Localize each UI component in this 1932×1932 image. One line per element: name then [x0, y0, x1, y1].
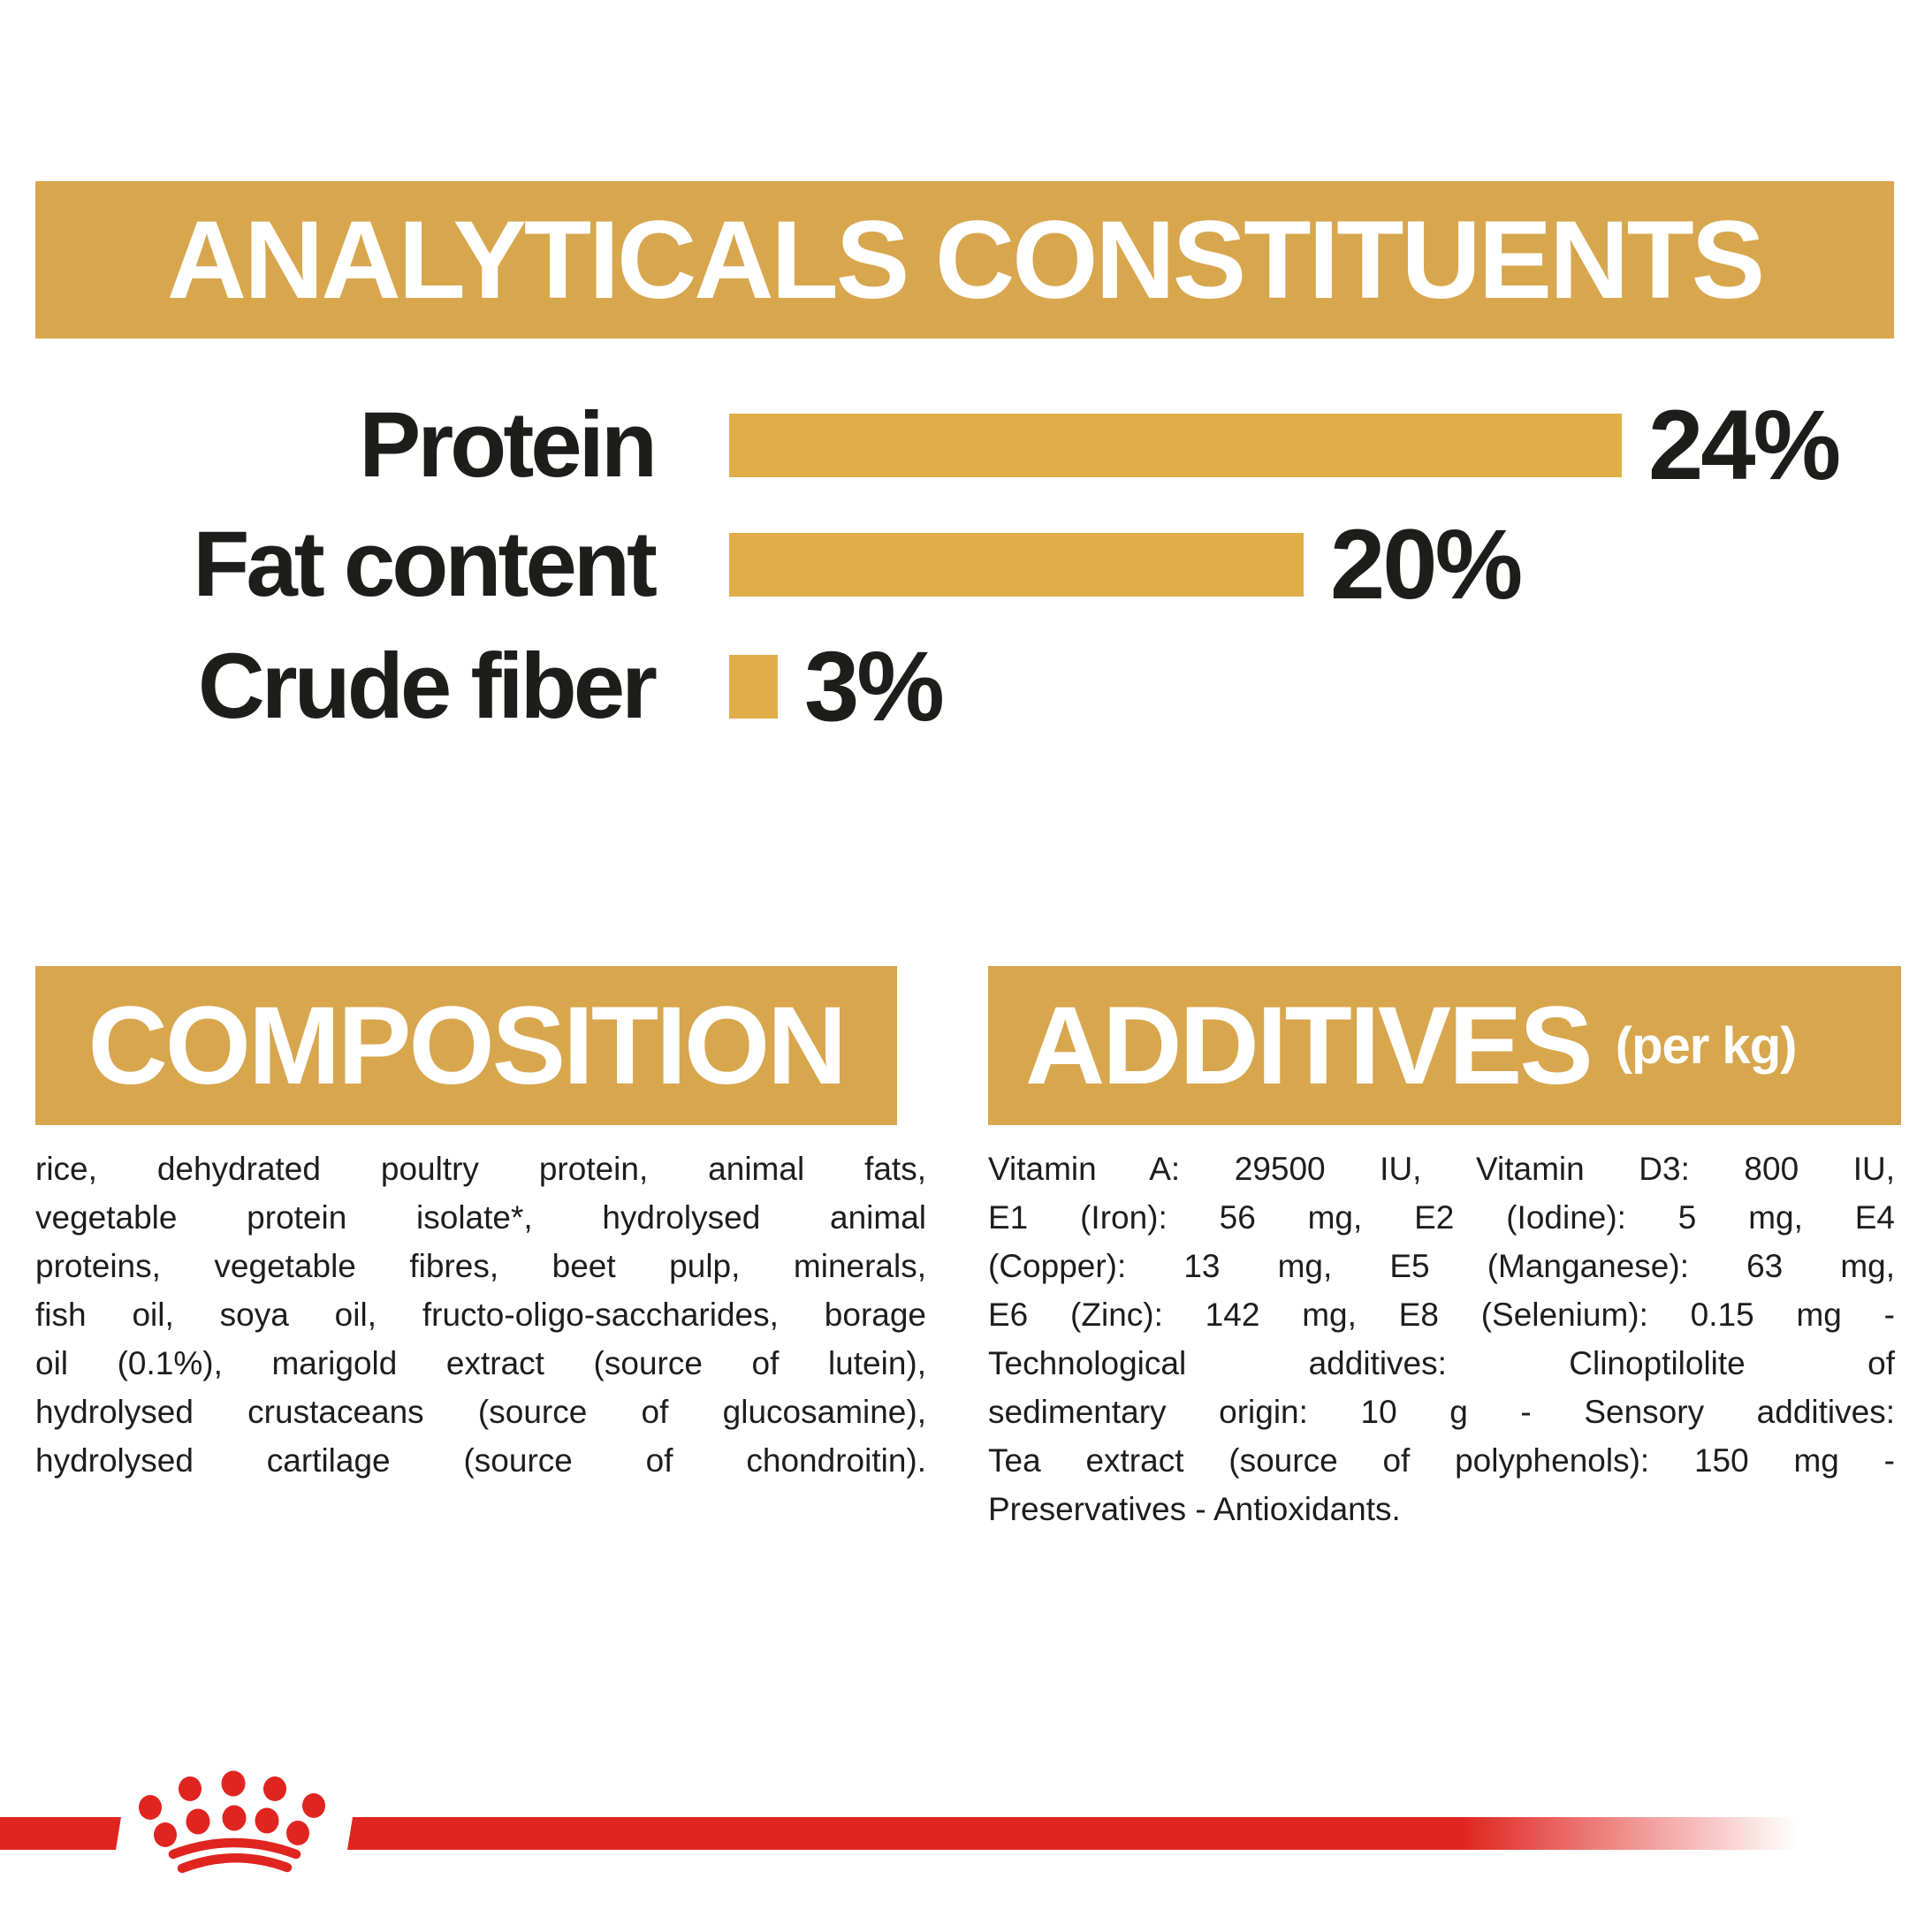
- footer-divider-left: [0, 1817, 121, 1850]
- additives-line: sedimentary origin: 10 g - Sensory addit…: [988, 1394, 1895, 1430]
- chart-row: Protein 24%: [0, 390, 1841, 500]
- composition-line: proteins, vegetable fibres, beet pulp, m…: [35, 1248, 926, 1284]
- chart-bar: [729, 533, 1304, 597]
- composition-paragraph: rice, dehydrated poultry protein, animal…: [35, 1145, 926, 1485]
- composition-line: oil (0.1%), marigold extract (source of …: [35, 1345, 926, 1381]
- additives-line: Preservatives - Antioxidants.: [988, 1491, 1401, 1527]
- composition-line: vegetable protein isolate*, hydrolysed a…: [35, 1199, 926, 1236]
- additives-line: Vitamin A: 29500 IU, Vitamin D3: 800 IU,: [988, 1151, 1895, 1187]
- chart-bar: [729, 655, 778, 719]
- chart-category-label: Fat content: [193, 513, 658, 616]
- chart-row: Fat content 20%: [0, 509, 1523, 620]
- footer-divider-right: [347, 1817, 1812, 1850]
- analyticals-chart: Protein 24% Fat content 20% Crude fiber 3%: [0, 0, 1932, 795]
- crown-dots: [139, 1770, 325, 1847]
- additives-paragraph: Vitamin A: 29500 IU, Vitamin D3: 800 IU,…: [988, 1145, 1895, 1533]
- additives-line: E6 (Zinc): 142 mg, E8 (Selenium): 0.15 m…: [988, 1297, 1895, 1333]
- composition-line: hydrolysed cartilage (source of chondroi…: [35, 1442, 926, 1479]
- composition-header-band: COMPOSITION: [35, 966, 897, 1125]
- chart-row: Crude fiber 3%: [0, 631, 945, 742]
- royal-canin-crown-logo-icon: [139, 1770, 325, 1874]
- composition-line: hydrolysed crustaceans (source of glucos…: [35, 1394, 926, 1430]
- chart-category-label: Crude fiber: [197, 635, 658, 738]
- additives-header-band: ADDITIVES (per kg): [988, 966, 1901, 1125]
- chart-bar: [729, 414, 1622, 477]
- crown-arcs: [168, 1837, 301, 1874]
- analyticals-header-band: ANALYTICALS CONSTITUENTS: [35, 181, 1894, 338]
- additives-line: Technological additives: Clinoptilolite …: [988, 1345, 1895, 1381]
- additives-line: Tea extract (source of polyphenols): 150…: [988, 1442, 1895, 1479]
- chart-category-label: Protein: [359, 393, 658, 497]
- composition-title: COMPOSITION: [87, 984, 848, 1107]
- additives-per-kg-label: (per kg): [1615, 1016, 1798, 1075]
- composition-line: rice, dehydrated poultry protein, animal…: [35, 1151, 926, 1187]
- chart-value-label: 20%: [1330, 509, 1523, 620]
- chart-value-label: 24%: [1648, 390, 1841, 500]
- additives-line: (Copper): 13 mg, E5 (Manganese): 63 mg,: [988, 1248, 1895, 1284]
- chart-value-label: 3%: [804, 631, 945, 742]
- additives-title: ADDITIVES: [1025, 984, 1594, 1107]
- additives-line: E1 (Iron): 56 mg, E2 (Iodine): 5 mg, E4: [988, 1199, 1895, 1236]
- analyticals-title: ANALYTICALS CONSTITUENTS: [166, 198, 1765, 322]
- composition-line: fish oil, soya oil, fructo-oligo-sacchar…: [35, 1297, 926, 1333]
